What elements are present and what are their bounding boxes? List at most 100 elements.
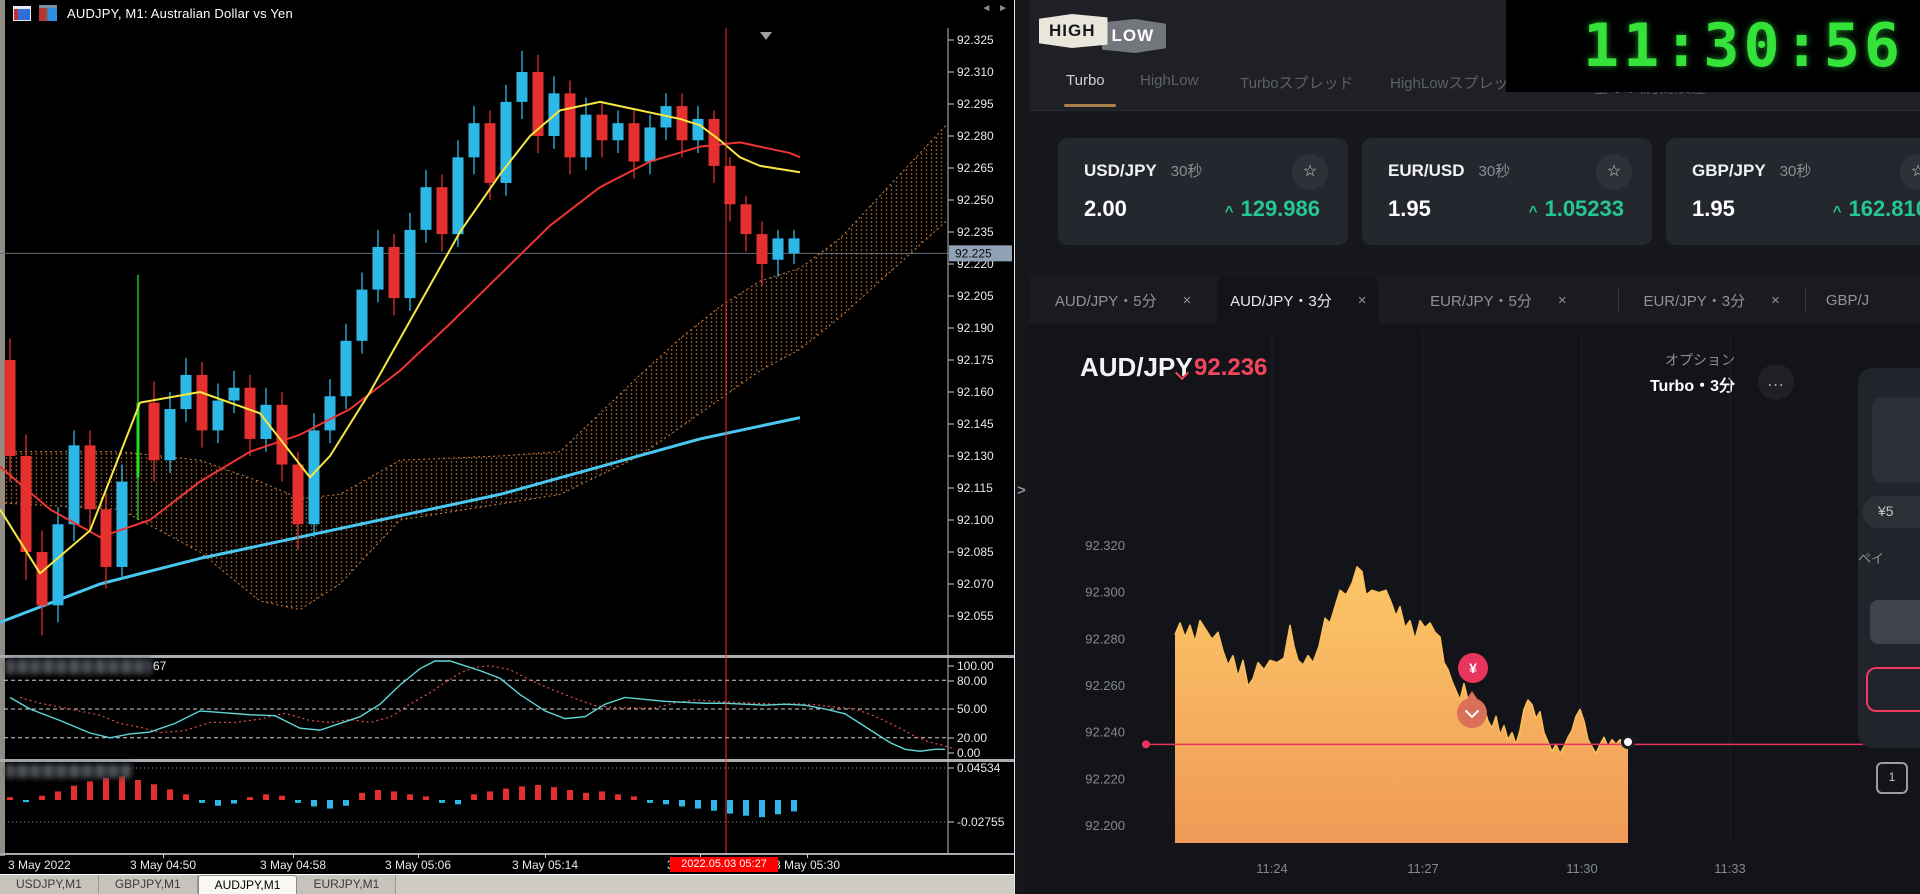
time-axis-label: 3 May 05:06 xyxy=(384,858,452,872)
svg-text:92.250: 92.250 xyxy=(957,193,994,207)
time-axis-label: 3 May 05:30 xyxy=(773,858,841,872)
card-price-value: 129.986 xyxy=(1240,196,1320,221)
tab-divider xyxy=(1617,287,1619,313)
asset-card-usdjpy[interactable]: USD/JPY 30秒 ☆ 2.00 ^ 129.986 xyxy=(1058,138,1348,245)
baseline-ma-line xyxy=(0,416,801,624)
svg-text:92.295: 92.295 xyxy=(957,97,994,111)
chart-shift-marker xyxy=(760,32,772,40)
up-caret-icon: ^ xyxy=(1224,203,1234,220)
card-duration: 30秒 xyxy=(1779,163,1812,180)
slow-ma-line xyxy=(0,141,801,539)
svg-text:92.235: 92.235 xyxy=(957,225,994,239)
collapse-chevron-icon[interactable]: > xyxy=(1017,482,1026,499)
low-trade-button[interactable] xyxy=(1866,667,1920,712)
asset-card-gbpjpy[interactable]: GBP/JPY 30秒 ☆ 1.95 ^ 162.810 xyxy=(1666,138,1920,245)
logo-low-flag: LOW xyxy=(1101,19,1167,53)
price-area xyxy=(1175,566,1628,843)
chart-tab-gbpj[interactable]: GBP/J xyxy=(1806,276,1920,324)
time-axis-label: 3 May 05:14 xyxy=(511,858,579,872)
close-tab-icon[interactable]: × xyxy=(1771,291,1780,309)
censored-indicator-label xyxy=(6,659,152,674)
chart-tab-eurjpy5[interactable]: EUR/JPY・5分 × xyxy=(1379,276,1617,324)
chart-tabs: AUD/JPY・5分 × AUD/JPY・3分 × EUR/JPY・5分 × EUR/JPY… xyxy=(1029,276,1920,324)
svg-text:92.225: 92.225 xyxy=(955,246,992,260)
oscillator-main-line xyxy=(9,660,945,752)
symbol-tab-usdjpym1[interactable]: USDJPY,M1 xyxy=(0,875,99,894)
favorite-star-icon[interactable]: ☆ xyxy=(1292,154,1328,190)
svg-text:92.310: 92.310 xyxy=(957,65,994,79)
asset-card-eurusd[interactable]: EUR/USD 30秒 ☆ 1.95 ^ 1.05233 xyxy=(1362,138,1652,245)
svg-text:92.115: 92.115 xyxy=(957,481,993,495)
chart-profile-icon xyxy=(39,5,57,21)
chart-tab-audjpy3[interactable]: AUD/JPY・3分 × xyxy=(1217,276,1380,324)
mt4-chart-canvas[interactable]: 92.325 92.310 92.295 92.280 92.265 92.250 92.2… xyxy=(0,26,1014,855)
svg-text:92.220: 92.220 xyxy=(1085,771,1125,786)
card-price: ^ 129.986 xyxy=(1225,196,1320,222)
tab-scroll-arrows[interactable]: ◄ ► xyxy=(981,3,1010,14)
trade-entry-marker xyxy=(1458,653,1488,683)
close-tab-icon[interactable]: × xyxy=(1357,291,1367,309)
chart-tab-eurjpy3[interactable]: EUR/JPY・3分 × xyxy=(1618,276,1804,324)
svg-text:92.280: 92.280 xyxy=(957,129,994,143)
symbol-tab-eurjpym1[interactable]: EURJPY,M1 xyxy=(297,875,397,894)
chart-list-icon xyxy=(13,5,31,21)
svg-text:92.190: 92.190 xyxy=(957,321,994,335)
nav-tab-turboスプレッド[interactable]: Turboスプレッド xyxy=(1240,75,1354,92)
positions-count-icon[interactable]: 1 xyxy=(1876,762,1908,794)
logo-high-flag: HIGH xyxy=(1039,14,1108,48)
mt4-window: AUDJPY, M1: Australian Dollar vs Yen 92.… xyxy=(0,0,1014,894)
chart-tab-label: EUR/JPY・5分 xyxy=(1430,292,1532,310)
nav-tab-highlow[interactable]: HighLow xyxy=(1140,72,1199,89)
panel-divider[interactable]: > xyxy=(1014,0,1030,894)
svg-text:100.00: 100.00 xyxy=(957,659,994,673)
svg-text:92.200: 92.200 xyxy=(1085,818,1125,833)
time-axis-label: 3 May 04:50 xyxy=(129,858,197,872)
amount-input[interactable]: ¥ xyxy=(1872,397,1920,483)
svg-text:¥: ¥ xyxy=(1469,660,1477,676)
symbol-tab-audjpym1[interactable]: AUDJPY,M1 xyxy=(197,875,298,894)
chart-tab-audjpy5[interactable]: AUD/JPY・5分 × xyxy=(1029,276,1217,324)
card-pair: GBP/JPY xyxy=(1692,161,1766,180)
mt4-titlebar: AUDJPY, M1: Australian Dollar vs Yen xyxy=(5,0,1014,26)
censored-indicator-label-2 xyxy=(6,764,132,778)
high-trade-button[interactable] xyxy=(1870,600,1920,644)
svg-text:92.325: 92.325 xyxy=(957,33,994,47)
svg-text:92.055: 92.055 xyxy=(957,609,994,623)
chart-tab-label: EUR/JPY・3分 xyxy=(1643,292,1746,310)
chart-tab-label: GBP/J xyxy=(1825,291,1870,309)
svg-text:92.100: 92.100 xyxy=(957,513,994,527)
current-price-badge xyxy=(949,245,1012,262)
svg-text:0.04534: 0.04534 xyxy=(957,761,1001,775)
option-value: Turbo・3分 xyxy=(1649,378,1735,395)
card-duration: 30秒 xyxy=(1478,163,1511,180)
svg-text:92.260: 92.260 xyxy=(1085,678,1125,693)
svg-text:92.240: 92.240 xyxy=(1085,725,1125,740)
favorite-star-icon[interactable]: ☆ xyxy=(1596,154,1632,190)
close-tab-icon[interactable]: × xyxy=(1557,291,1567,309)
svg-text:92.300: 92.300 xyxy=(1085,585,1125,600)
chart-tab-label: AUD/JPY・5分 xyxy=(1054,292,1157,310)
svg-text:92.175: 92.175 xyxy=(957,353,994,367)
highlow-panel: HIGH LOW Turbo HighLow Turboスプレッド HighLowスプレ… xyxy=(1029,0,1920,894)
card-header: USD/JPY 30秒 xyxy=(1084,160,1202,181)
favorite-star-icon[interactable]: ☆ xyxy=(1900,154,1920,190)
nav-tab-turbo[interactable]: Turbo xyxy=(1066,72,1105,89)
svg-text:92.085: 92.085 xyxy=(957,545,994,559)
svg-text:92.280: 92.280 xyxy=(1085,631,1125,646)
symbol-tab-gbpjpym1[interactable]: GBPJPY,M1 xyxy=(98,875,198,894)
svg-text:50.00: 50.00 xyxy=(957,702,987,716)
amount-pill[interactable]: ¥5 xyxy=(1862,496,1920,528)
svg-text:11:30: 11:30 xyxy=(1566,861,1598,876)
more-menu-button[interactable]: … xyxy=(1758,364,1794,400)
nav-tab-highlowスプレッド[interactable]: HighLowスプレッド xyxy=(1390,75,1524,92)
svg-text:92.205: 92.205 xyxy=(957,289,994,303)
fast-ma-line xyxy=(0,100,801,575)
time-axis-label: 3 May 2022 xyxy=(8,858,71,872)
svg-text:0.00: 0.00 xyxy=(957,746,981,760)
svg-text:20.00: 20.00 xyxy=(957,731,987,745)
close-tab-icon[interactable]: × xyxy=(1182,291,1192,309)
oscillator-signal-line xyxy=(19,665,956,750)
pair-price: 92.236 xyxy=(1194,354,1268,381)
price-area-chart[interactable]: ¥92.320 92.300 92.280 92.260 92.240 92.220 92.… xyxy=(1029,324,1920,894)
